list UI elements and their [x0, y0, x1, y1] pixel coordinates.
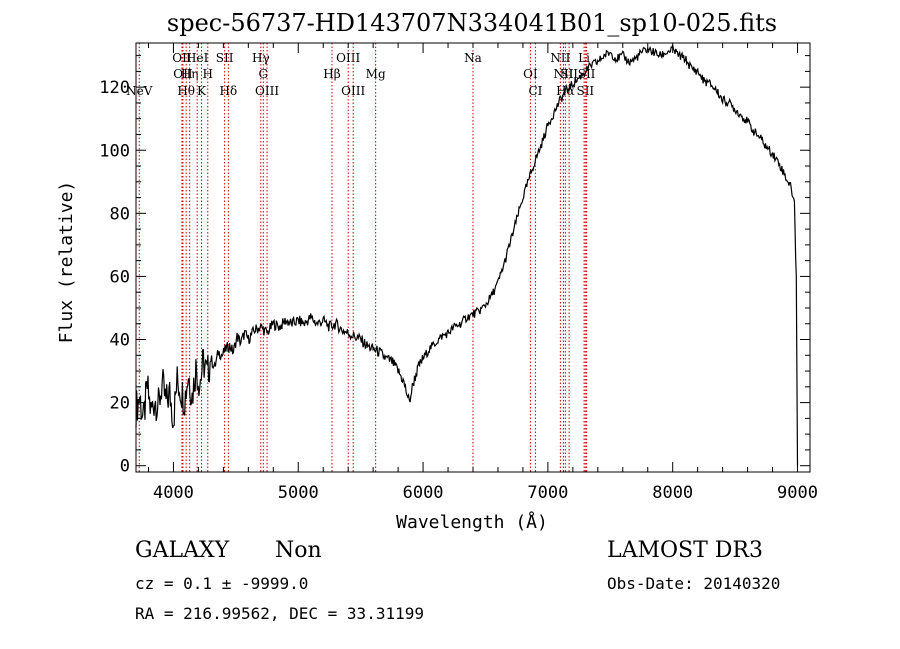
emission-line-label: OII	[172, 51, 192, 65]
emission-line-label: SII	[578, 67, 596, 81]
object-subclass: Non	[275, 538, 322, 563]
emission-line-label: Hβ	[323, 67, 340, 81]
emission-line-label: OIII	[336, 51, 360, 65]
emission-line-label: Li	[578, 51, 590, 65]
x-tick-label: 9000	[777, 483, 818, 503]
emission-line-label: NeV	[126, 84, 153, 98]
emission-line-label: Na	[464, 51, 482, 65]
x-axis-label: Wavelength (Å)	[396, 511, 548, 533]
object-class: GALAXY	[135, 538, 230, 563]
emission-line-label: OI	[523, 67, 538, 81]
coordinates-readout: RA = 216.99562, DEC = 33.31199	[135, 604, 424, 623]
emission-line-label: SII	[576, 84, 594, 98]
emission-line-markers: NeVOIIOIIHθHηHeIKHSIIHδHγGOIIIHβOIIIOIII…	[126, 43, 596, 472]
x-tick-label: 7000	[527, 483, 568, 503]
chart-title: spec-56737-HD143707N334041B01_sp10-025.f…	[167, 9, 777, 37]
emission-line-label: Hη	[181, 67, 199, 81]
y-tick-label: 120	[99, 78, 130, 98]
x-tick-label: 6000	[403, 483, 444, 503]
spectrum-line	[135, 44, 799, 466]
emission-line-label: OIII	[341, 84, 365, 98]
emission-line-label: HeI	[186, 51, 209, 65]
survey-name: LAMOST DR3	[607, 538, 763, 563]
emission-line-label: Hδ	[220, 84, 238, 98]
y-tick-label: 60	[110, 267, 130, 287]
emission-line-label: K	[197, 84, 207, 98]
y-tick-label: 100	[99, 141, 130, 161]
y-tick-label: 20	[110, 394, 130, 414]
y-tick-label: 80	[110, 204, 130, 224]
y-axis-label: Flux (relative)	[56, 181, 77, 344]
emission-line-label: NII	[550, 51, 570, 65]
emission-line-label: Hγ	[252, 51, 270, 65]
emission-line-label: Hθ	[177, 84, 195, 98]
emission-line-label: OII	[173, 67, 193, 81]
emission-line-label: G	[259, 67, 269, 81]
axes: 4000 5000 6000 7000 8000 9000 0 20 40 60 80 100 120	[99, 42, 818, 503]
y-tick-label: 0	[120, 457, 130, 477]
x-tick-label: 4000	[153, 483, 194, 503]
emission-line-label: H	[203, 67, 213, 81]
emission-line-label: NII	[553, 67, 573, 81]
emission-line-label: SII	[216, 51, 234, 65]
emission-line-label: CI	[528, 84, 542, 98]
emission-line-label: OIII	[255, 84, 279, 98]
redshift-readout: cz = 0.1 ± -9999.0	[135, 574, 309, 593]
y-tick-label: 40	[110, 331, 130, 351]
observation-date: Obs-Date: 20140320	[607, 574, 781, 593]
x-tick-label: 5000	[278, 483, 319, 503]
emission-line-label: SII	[560, 67, 578, 81]
emission-line-label: Mg	[366, 67, 386, 81]
x-tick-label: 8000	[652, 483, 693, 503]
